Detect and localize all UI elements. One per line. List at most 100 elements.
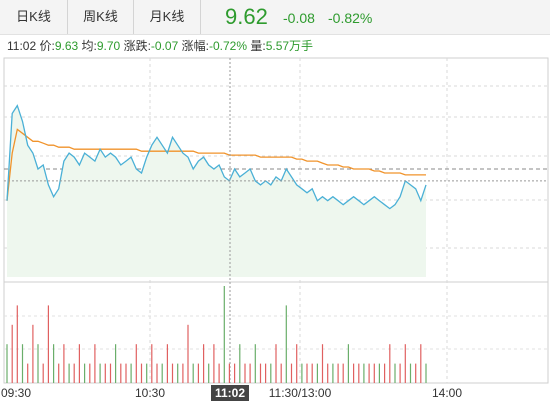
volume-bar — [239, 344, 241, 383]
info-change-label: 涨跌: — [123, 39, 151, 53]
info-price-label: 价: — [39, 39, 55, 53]
volume-bar — [177, 363, 179, 383]
volume-bar — [399, 363, 401, 383]
volume-bar — [394, 363, 396, 383]
tab-daily-k[interactable]: 日K线 — [0, 0, 68, 34]
volume-bar — [78, 344, 80, 383]
volume-bar — [218, 363, 220, 383]
cursor-info-bar: 11:02 价:9.63 均:9.70 涨跌:-0.07 涨幅:-0.72% 量… — [7, 37, 313, 54]
volume-bar — [187, 324, 189, 383]
volume-bar — [275, 344, 277, 383]
volume-bar — [68, 363, 70, 383]
volume-bar — [373, 363, 375, 383]
volume-bar — [363, 363, 365, 383]
x-tick-label: 14:00 — [432, 386, 462, 400]
volume-bar — [47, 305, 49, 383]
volume-bar — [223, 286, 225, 383]
volume-bar — [99, 363, 101, 383]
volume-bar — [104, 363, 106, 383]
volume-bar — [280, 363, 282, 383]
volume-bar — [425, 363, 427, 383]
volume-bar — [254, 344, 256, 383]
volume-bar — [265, 363, 267, 383]
x-tick-label: 10:30 — [135, 386, 165, 400]
price-change: -0.08 — [283, 10, 315, 26]
volume-bar — [140, 363, 143, 383]
volume-bar — [327, 363, 329, 383]
volume-bar — [73, 363, 75, 383]
price-line — [6, 104, 427, 210]
volume-bar — [120, 363, 122, 383]
info-pct-value: -0.72% — [208, 39, 247, 53]
x-tick-label: 09:30 — [1, 386, 31, 400]
tab-weekly-k[interactable]: 周K线 — [68, 0, 134, 34]
volume-bar — [306, 363, 308, 383]
volume-bar — [404, 344, 406, 383]
volume-bar — [228, 363, 230, 383]
volume-bar — [270, 363, 272, 383]
volume-bar — [135, 344, 137, 383]
current-price: 9.62 — [225, 4, 268, 29]
volume-bar — [182, 363, 184, 383]
volume-bar — [332, 363, 334, 383]
info-pct-label: 涨幅: — [181, 39, 209, 53]
volume-bar — [244, 363, 246, 383]
volume-bar — [63, 344, 65, 383]
volume-bar — [378, 363, 380, 383]
volume-bar — [42, 363, 44, 383]
price-change-percent: -0.82% — [328, 10, 373, 26]
volume-bar — [156, 363, 158, 383]
volume-bar — [125, 363, 127, 383]
volume-bar — [384, 363, 386, 383]
volume-bar — [409, 363, 412, 383]
cursor-time-box — [211, 385, 249, 401]
volume-bar — [296, 344, 298, 383]
volume-bar — [11, 324, 13, 383]
volume-bar — [58, 363, 60, 383]
volume-bar — [89, 363, 91, 383]
volume-bar — [337, 363, 339, 383]
volume-bar — [192, 363, 194, 383]
average-price-line — [6, 128, 426, 201]
volume-bar — [6, 344, 8, 383]
volume-bar — [27, 363, 29, 383]
info-price-value: 9.63 — [54, 39, 79, 53]
volume-bar — [358, 363, 360, 383]
volume-bar — [130, 363, 132, 383]
volume-bar — [316, 363, 318, 383]
volume-bar — [311, 363, 313, 383]
volume-bar — [171, 363, 174, 383]
volume-bar — [166, 344, 168, 383]
info-time: 11:02 — [7, 39, 37, 53]
volume-bar — [347, 344, 349, 383]
volume-bar — [290, 363, 293, 383]
volume-bar — [420, 344, 422, 383]
volume-bar — [16, 305, 18, 383]
volume-bar — [285, 305, 287, 383]
volume-bar — [84, 363, 86, 383]
period-tabs: 日K线 周K线 月K线 9.62 -0.08 -0.82% — [0, 0, 550, 35]
volume-bar — [213, 344, 215, 383]
info-volume-value: 5.57万手 — [265, 39, 314, 53]
cursor-time-label: 11:02 — [215, 386, 245, 400]
price-area-fill — [7, 105, 426, 277]
volume-bar — [208, 363, 210, 383]
volume-bar — [151, 344, 153, 383]
volume-bar — [301, 363, 303, 383]
volume-bar — [234, 363, 236, 383]
volume-bar — [249, 363, 251, 383]
volume-bar — [321, 344, 324, 383]
volume-bar — [161, 363, 163, 383]
info-volume-label: 量: — [250, 39, 266, 53]
volume-bar — [109, 363, 112, 383]
volume-bar — [21, 344, 24, 383]
x-tick-label: 11:30/13:00 — [269, 386, 332, 400]
tab-monthly-k[interactable]: 月K线 — [134, 0, 201, 34]
volume-bar — [389, 344, 391, 383]
volume-bar — [259, 363, 262, 383]
volume-bar — [342, 363, 344, 383]
volume-bar — [37, 344, 39, 383]
volume-bar — [415, 363, 417, 383]
info-change-value: -0.07 — [150, 39, 179, 53]
